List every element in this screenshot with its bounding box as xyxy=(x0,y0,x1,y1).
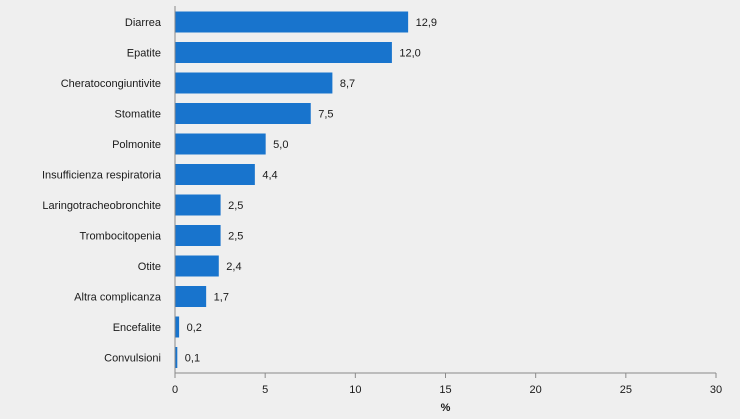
value-label: 2,5 xyxy=(228,231,243,243)
category-label: Convulsioni xyxy=(104,353,161,365)
category-label: Encefalite xyxy=(113,322,161,334)
category-labels-group: Diarrea Epatite Cheratocongiuntivite Stomat… xyxy=(42,17,162,365)
category-label: Diarrea xyxy=(125,17,162,29)
bar-1 xyxy=(175,11,409,33)
x-tick-label: 10 xyxy=(349,384,361,396)
bar-6 xyxy=(175,164,255,185)
x-ticks-group: 0 5 10 15 20 25 30 xyxy=(172,373,722,396)
category-label: Epatite xyxy=(127,48,161,60)
bar-9 xyxy=(175,255,219,277)
value-label: 12,0 xyxy=(399,48,420,60)
bar-2 xyxy=(175,42,392,63)
x-tick-label: 20 xyxy=(530,384,542,396)
x-tick-label: 30 xyxy=(710,384,722,396)
value-label: 4,4 xyxy=(262,170,277,182)
value-label: 2,4 xyxy=(226,261,241,273)
bar-4 xyxy=(175,103,311,124)
bars-group xyxy=(175,11,409,368)
category-label: Altra complicanza xyxy=(74,292,162,304)
x-tick-label: 0 xyxy=(172,384,178,396)
bar-5 xyxy=(175,133,266,155)
x-tick-label: 25 xyxy=(620,384,632,396)
bar-3 xyxy=(175,72,333,94)
bar-11 xyxy=(175,316,180,338)
x-tick-label: 5 xyxy=(262,384,268,396)
bar-10 xyxy=(175,286,207,307)
value-label: 8,7 xyxy=(340,78,355,90)
value-labels-group: 12,9 12,0 8,7 7,5 5,0 4,4 2,5 2,5 2,4 1,7 0,2 0,1 xyxy=(185,17,437,365)
category-label: Insufficienza respiratoria xyxy=(42,170,162,182)
category-label: Polmonite xyxy=(112,139,161,151)
value-label: 12,9 xyxy=(416,17,437,29)
value-label: 0,1 xyxy=(185,353,200,365)
category-label: Laringotracheobronchite xyxy=(42,200,161,212)
value-label: 5,0 xyxy=(273,139,288,151)
bar-8 xyxy=(175,225,221,246)
value-label: 7,5 xyxy=(318,109,333,121)
value-label: 1,7 xyxy=(214,292,229,304)
category-label: Trombocitopenia xyxy=(79,231,161,243)
category-label: Cheratocongiuntivite xyxy=(61,78,161,90)
category-label: Stomatite xyxy=(115,109,161,121)
x-axis-title: % xyxy=(441,402,451,414)
value-label: 2,5 xyxy=(228,200,243,212)
category-label: Otite xyxy=(138,261,161,273)
value-label: 0,2 xyxy=(187,322,202,334)
x-tick-label: 15 xyxy=(439,384,451,396)
bar-12 xyxy=(175,347,178,368)
bar-7 xyxy=(175,194,221,216)
